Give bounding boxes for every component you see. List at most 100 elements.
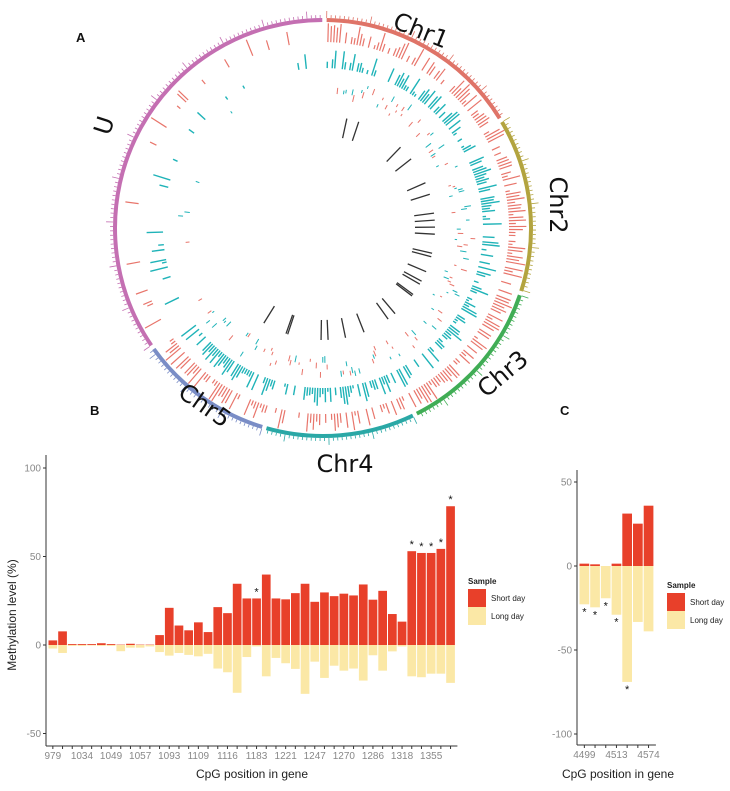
track-red-mark xyxy=(372,407,375,419)
chromosome-tick xyxy=(387,25,388,28)
bar-short-day xyxy=(359,584,368,645)
bar-short-day xyxy=(340,594,349,645)
bar-long-day xyxy=(359,645,368,681)
track-black-mark xyxy=(396,284,412,296)
chromosome-tick xyxy=(425,411,426,414)
track-teal-mark xyxy=(160,185,169,187)
chromosome-tick xyxy=(138,332,141,333)
track-red-mark xyxy=(225,59,230,67)
track-red-mark xyxy=(246,40,253,56)
track-mixed-mark xyxy=(359,368,360,373)
x-axis-label: CpG position in gene xyxy=(562,767,674,781)
chromosome-tick xyxy=(530,265,533,266)
track-red-mark xyxy=(127,262,140,264)
track-teal-mark xyxy=(464,304,469,307)
x-tick-label: 4513 xyxy=(605,750,628,761)
track-teal-mark xyxy=(412,92,414,96)
track-teal-mark xyxy=(439,338,443,342)
track-red-mark xyxy=(462,101,466,105)
legend-label-short-day: Short day xyxy=(690,598,724,607)
track-black-mark xyxy=(408,264,426,272)
track-mixed-mark xyxy=(395,111,396,113)
track-mixed-mark xyxy=(450,277,453,278)
track-red-mark xyxy=(212,379,215,383)
chromosome-tick xyxy=(454,392,456,394)
track-teal-mark xyxy=(165,298,179,305)
chromosome-tick xyxy=(525,286,528,287)
track-mixed-mark xyxy=(341,371,342,377)
chromosome-tick xyxy=(517,308,520,309)
significance-marker: * xyxy=(582,606,587,618)
track-red-mark xyxy=(171,341,175,344)
chromosome-tick xyxy=(214,45,216,48)
track-red-mark xyxy=(151,118,166,128)
chromosome-tick xyxy=(523,291,530,293)
chromosome-tick xyxy=(150,351,152,353)
track-red-mark xyxy=(492,306,506,313)
chromosome-tick xyxy=(527,278,530,279)
track-red-mark xyxy=(508,208,521,209)
bar-long-day xyxy=(580,566,590,604)
chromosome-tick xyxy=(144,347,150,351)
chromosome-tick xyxy=(121,161,124,162)
track-teal-mark xyxy=(263,377,265,383)
bar-long-day xyxy=(213,645,222,669)
bar-long-day xyxy=(281,645,290,663)
track-black-mark xyxy=(376,303,388,319)
bar-short-day xyxy=(580,564,590,566)
track-red-mark xyxy=(506,195,519,197)
chromosome-tick xyxy=(451,394,453,396)
track-red-mark xyxy=(409,393,416,407)
track-mixed-mark xyxy=(453,290,458,292)
track-teal-mark xyxy=(286,384,288,394)
track-teal-mark xyxy=(307,387,308,395)
track-red-mark xyxy=(251,400,253,405)
bar-short-day xyxy=(320,592,329,645)
track-red-mark xyxy=(150,142,156,145)
chromosome-tick xyxy=(368,433,369,436)
chromosome-tick xyxy=(421,413,422,416)
track-mixed-mark xyxy=(302,369,303,375)
legend-label-long-day: Long day xyxy=(491,612,524,621)
track-teal-mark xyxy=(483,237,495,238)
chromosome-tick xyxy=(506,123,509,124)
track-red-mark xyxy=(351,37,352,44)
track-red-mark xyxy=(393,48,396,55)
chromosome-tick xyxy=(520,300,523,301)
chromosome-tick xyxy=(254,26,255,29)
track-teal-mark xyxy=(466,300,469,301)
x-tick-label: 1270 xyxy=(333,751,356,762)
track-teal-mark xyxy=(335,51,336,69)
chromosome-tick xyxy=(364,434,365,437)
bar-long-day xyxy=(330,645,339,666)
track-red-mark xyxy=(382,44,385,52)
chromosome-tick xyxy=(500,113,503,115)
track-red-mark xyxy=(266,40,269,50)
track-teal-mark xyxy=(342,51,344,69)
chromosome-tick xyxy=(529,269,532,270)
track-red-mark xyxy=(399,44,405,58)
chromosome-tick xyxy=(149,105,151,107)
chromosome-tick xyxy=(145,343,148,345)
legend-swatch-short-day xyxy=(468,589,486,607)
track-mixed-mark xyxy=(385,105,387,109)
y-axis-label: Methylation level (%) xyxy=(5,559,19,670)
track-teal-mark xyxy=(343,387,345,404)
bar-short-day xyxy=(417,553,426,645)
chromosome-tick xyxy=(468,380,470,382)
chromosome-tick xyxy=(529,186,532,187)
chromosome-tick xyxy=(206,50,208,53)
chromosome-tick xyxy=(175,75,177,77)
track-mixed-mark xyxy=(461,269,467,271)
x-tick-label: 4574 xyxy=(637,750,660,761)
bar-short-day xyxy=(369,600,378,645)
bar-short-day xyxy=(272,598,281,645)
track-red-mark xyxy=(334,25,335,42)
track-red-mark xyxy=(357,27,360,45)
chromosome-tick xyxy=(488,357,490,359)
bar-long-day xyxy=(590,566,600,607)
x-tick-label: 1221 xyxy=(275,751,298,762)
panel-label-a: A xyxy=(76,30,86,45)
track-teal-mark xyxy=(453,133,456,135)
chromosome-tick xyxy=(466,72,468,74)
